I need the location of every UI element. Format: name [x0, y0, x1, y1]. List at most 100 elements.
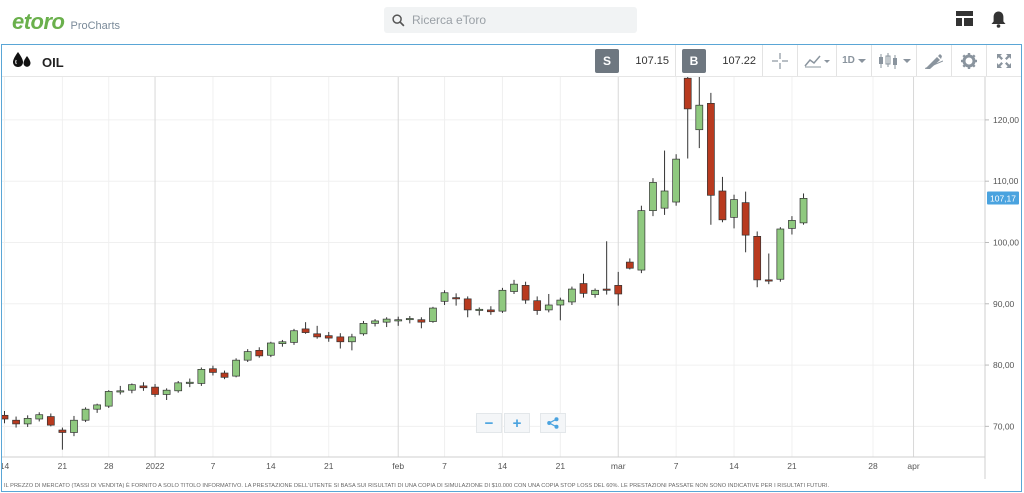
price-axis-label: 120,00 [993, 115, 1019, 125]
price-chart[interactable]: 70,00 80,00 90,00 100,00 110,00 120,00 14 21 28 2… [0, 69, 1021, 479]
candle-body [46, 416, 55, 426]
candle-body [429, 307, 437, 322]
time-axis-label: 21 [787, 461, 797, 471]
search-icon [384, 13, 412, 27]
compare-chart-icon [804, 55, 830, 67]
candle-body [162, 389, 171, 395]
candle-body [174, 382, 183, 392]
candle-body [116, 390, 125, 393]
candle-body [625, 261, 634, 269]
candle-body [776, 228, 785, 280]
candle-body [741, 202, 750, 236]
candle-body [452, 297, 460, 300]
candle-body [730, 199, 738, 218]
zoom-in-button[interactable]: + [504, 413, 530, 433]
candle-body [81, 408, 90, 421]
current-price-label: 107,17 [990, 194, 1016, 204]
chart-type-dropdown[interactable] [872, 45, 916, 76]
time-axis-label: feb [392, 461, 404, 471]
share-button[interactable] [540, 413, 566, 433]
time-axis-label: 7 [442, 461, 447, 471]
layout-icon[interactable] [956, 11, 973, 33]
candle-body [660, 190, 669, 209]
candle-body [533, 300, 542, 311]
instrument-name: OIL [42, 55, 64, 70]
toolbar-divider [916, 45, 917, 76]
timeframe-dropdown[interactable]: 1D [837, 45, 871, 76]
zoom-controls: − + [476, 413, 566, 433]
candle-body [359, 323, 368, 335]
candle-body [35, 414, 44, 420]
etoro-logo[interactable]: etoro ProCharts [12, 9, 120, 34]
candle-body [510, 283, 518, 292]
price-axis-label: 110,00 [993, 176, 1019, 186]
candle-body [243, 351, 252, 361]
candle-body [58, 429, 67, 433]
candle-body [591, 289, 599, 295]
candle-body [266, 342, 275, 356]
candle-body [371, 320, 379, 324]
candle-body [487, 309, 495, 313]
time-axis-label: 7 [211, 461, 216, 471]
search-box[interactable] [384, 7, 637, 33]
price-axis-label: 90,00 [993, 299, 1015, 309]
candle-body [544, 304, 553, 311]
candle-body [799, 198, 808, 224]
candle-body [556, 299, 565, 306]
top-bar: etoro ProCharts [0, 0, 1024, 42]
time-axis-label: 14 [729, 461, 739, 471]
candle-body [707, 103, 715, 196]
crosshair-button[interactable] [763, 45, 797, 76]
candle-body [579, 283, 588, 294]
price-axis-label: 80,00 [993, 360, 1015, 370]
candle-body [93, 404, 101, 410]
toolbar-divider [675, 45, 676, 76]
candle-body [70, 419, 78, 433]
time-axis-label: 28 [868, 461, 878, 471]
share-icon [547, 417, 559, 429]
toolbar-divider [986, 45, 987, 76]
candle-body [753, 236, 762, 281]
candle-body [301, 328, 310, 333]
candle-body [0, 414, 9, 420]
candle-body [649, 182, 657, 211]
candle-body [290, 330, 298, 343]
time-axis-label: 28 [104, 461, 114, 471]
disclaimer-text: IL PREZZO DI MERCATO (TASSI DI VENDITA) … [4, 483, 830, 489]
candle-body [568, 288, 576, 303]
candle-body [104, 391, 113, 407]
candle-body [521, 285, 530, 301]
candle-body [185, 381, 194, 384]
expand-icon [997, 53, 1011, 68]
bell-icon[interactable] [991, 11, 1006, 33]
candle-body [672, 158, 680, 203]
crosshair-icon [772, 52, 788, 69]
candle-body [209, 368, 217, 373]
drawing-tools-button[interactable] [917, 45, 951, 76]
logo-mark: etoro [12, 9, 65, 34]
toolbar-divider [951, 45, 952, 76]
price-axis-label: 100,00 [993, 237, 1019, 247]
sell-button[interactable]: S [595, 48, 619, 73]
buy-price: 107.22 [722, 54, 756, 67]
candle-body [255, 350, 264, 357]
candle-body [197, 369, 206, 384]
time-axis-label: 14 [2, 461, 9, 471]
zoom-out-button[interactable]: − [476, 413, 502, 433]
gear-icon [961, 52, 977, 69]
time-axis-label: 21 [324, 461, 334, 471]
time-axis-label: 14 [498, 461, 508, 471]
compare-button[interactable] [798, 45, 836, 76]
candle-body [128, 384, 136, 391]
candle-body [637, 210, 646, 271]
buy-button[interactable]: B [682, 48, 706, 73]
fullscreen-button[interactable] [987, 45, 1021, 76]
candle-body [498, 289, 507, 312]
search-input[interactable] [412, 13, 612, 27]
oil-drop-icon [12, 51, 34, 74]
time-axis-label: apr [907, 461, 919, 471]
settings-button[interactable] [952, 45, 986, 76]
candlestick-chart[interactable]: 70,00 80,00 90,00 100,00 110,00 120,00 14 21 28 2… [0, 69, 1021, 479]
time-axis-label: 2022 [146, 461, 165, 471]
candle-body [220, 372, 229, 378]
